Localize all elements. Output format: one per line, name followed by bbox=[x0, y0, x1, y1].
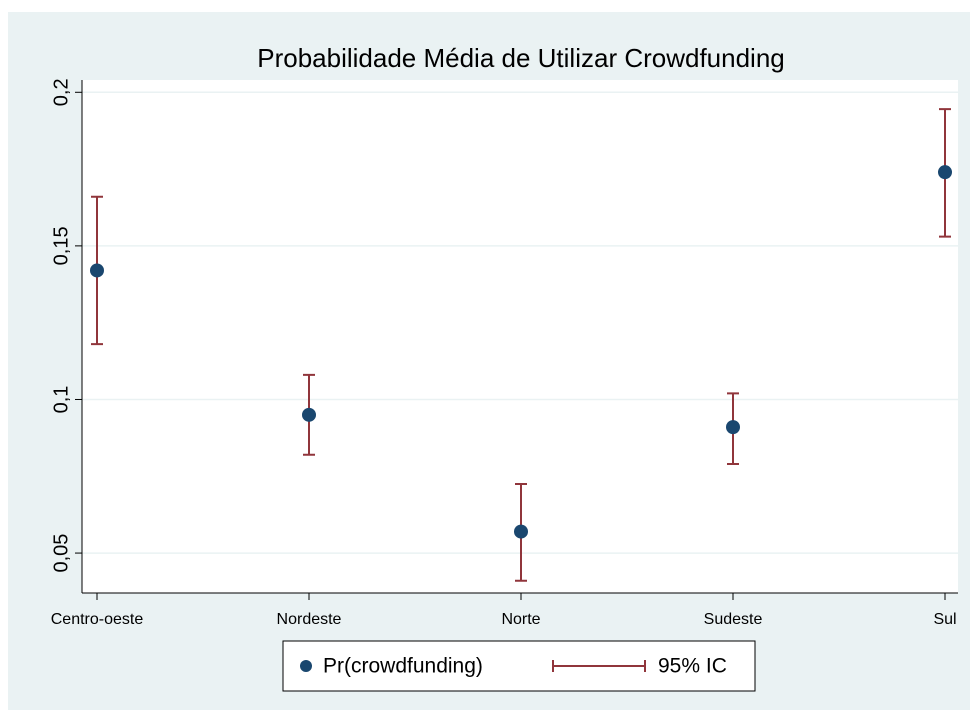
chart-title: Probabilidade Média de Utilizar Crowdfun… bbox=[257, 43, 785, 73]
y-tick-label: 0,15 bbox=[50, 226, 72, 265]
x-tick-label: Norte bbox=[501, 611, 540, 628]
x-tick-label: Sudeste bbox=[704, 611, 763, 628]
y-tick-label: 0,2 bbox=[50, 78, 72, 106]
legend-label: Pr(crowdfunding) bbox=[323, 655, 483, 678]
point bbox=[938, 165, 952, 180]
legend-marker bbox=[300, 660, 312, 672]
x-tick-label: Centro-oeste bbox=[51, 611, 144, 628]
point bbox=[726, 420, 740, 435]
legend bbox=[282, 640, 756, 692]
y-tick-label: 0,1 bbox=[50, 386, 72, 414]
legend-label: 95% IC bbox=[658, 655, 727, 678]
point bbox=[90, 263, 104, 278]
point bbox=[514, 524, 528, 539]
point bbox=[302, 407, 316, 422]
x-tick-label: Nordeste bbox=[277, 611, 342, 628]
legend-marker bbox=[552, 660, 646, 672]
y-tick-label: 0,05 bbox=[50, 534, 72, 573]
x-tick-label: Sul bbox=[933, 611, 956, 628]
